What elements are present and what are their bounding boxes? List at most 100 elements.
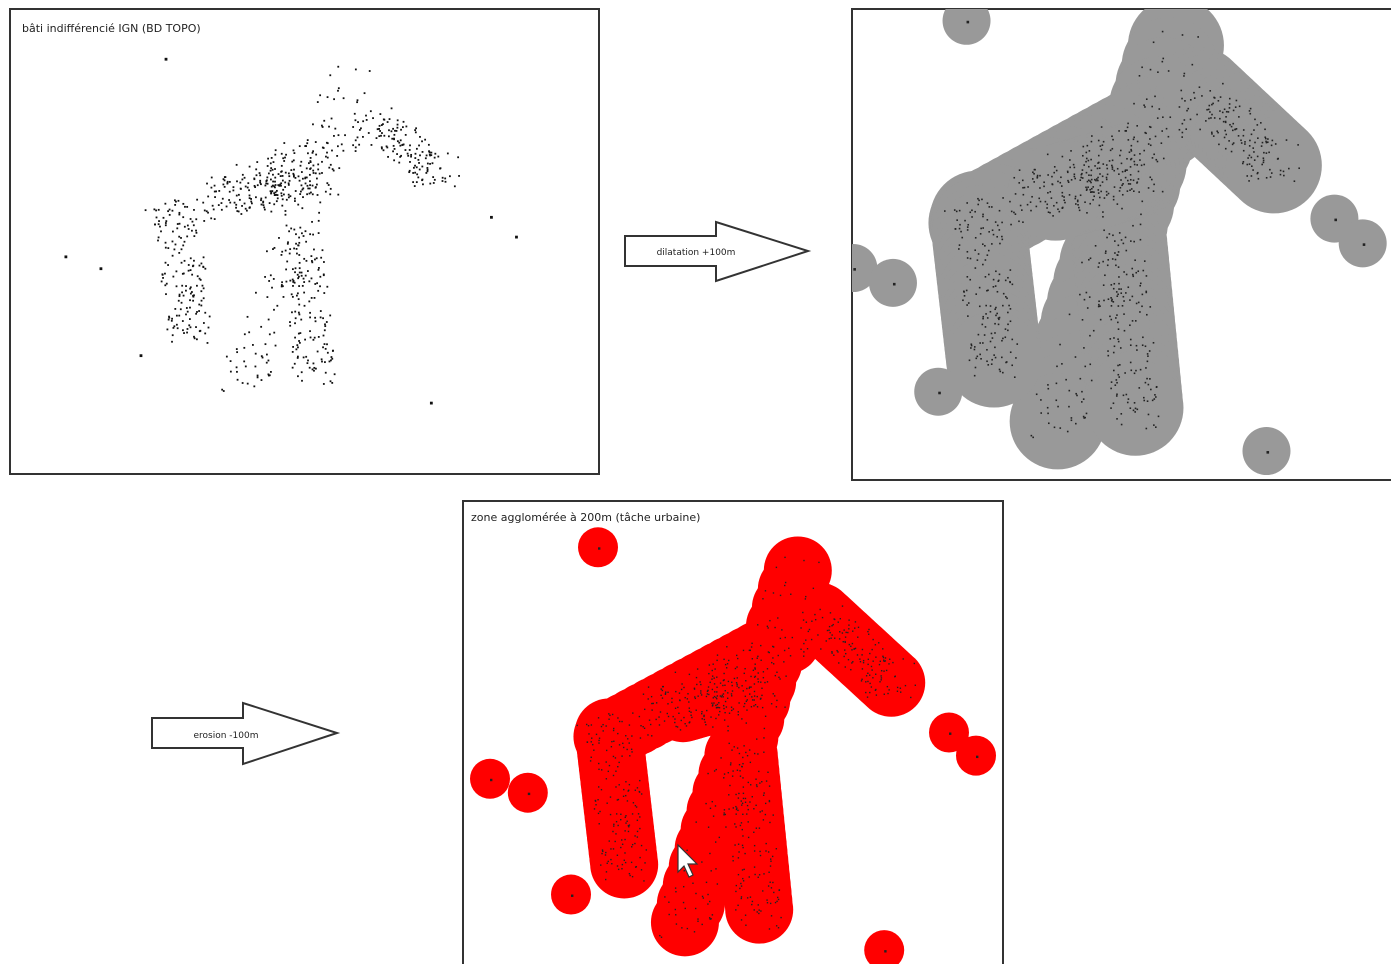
building — [853, 648, 856, 650]
building — [1253, 159, 1256, 161]
building — [949, 732, 952, 735]
building — [651, 709, 653, 711]
building — [175, 285, 178, 288]
building — [726, 646, 728, 648]
building — [281, 285, 284, 288]
building — [331, 168, 334, 171]
building — [287, 183, 290, 186]
building — [316, 101, 319, 103]
building — [725, 826, 727, 828]
building — [974, 210, 976, 213]
building — [597, 812, 600, 815]
building — [857, 636, 859, 638]
building — [1211, 133, 1213, 135]
building — [576, 724, 578, 727]
building — [267, 373, 270, 376]
building — [983, 334, 986, 336]
building — [708, 693, 710, 696]
building — [252, 344, 254, 346]
building — [847, 631, 849, 634]
building — [1105, 194, 1108, 196]
building — [705, 695, 708, 698]
building — [1043, 181, 1045, 184]
building — [713, 695, 716, 698]
building — [674, 671, 677, 674]
building — [605, 778, 608, 780]
building — [716, 676, 718, 678]
building — [700, 690, 702, 692]
building — [850, 668, 852, 671]
building — [998, 209, 1001, 212]
building — [659, 711, 662, 713]
building — [1124, 170, 1126, 173]
building — [210, 217, 213, 220]
building — [265, 182, 268, 185]
building — [1105, 164, 1108, 166]
building — [185, 313, 187, 316]
building — [992, 278, 995, 281]
building — [1063, 196, 1065, 198]
building — [419, 154, 421, 157]
building — [958, 248, 960, 250]
building — [1210, 131, 1213, 134]
building — [742, 813, 744, 816]
building — [289, 195, 292, 198]
building — [171, 209, 174, 212]
building — [634, 866, 637, 868]
building — [304, 274, 307, 277]
building — [1155, 158, 1158, 161]
building — [759, 850, 761, 853]
building — [962, 299, 964, 302]
building — [297, 332, 300, 335]
building — [627, 824, 630, 827]
building — [1094, 165, 1096, 167]
building — [1085, 412, 1088, 415]
building — [1217, 131, 1219, 134]
building — [202, 256, 205, 259]
building — [1135, 271, 1138, 274]
building — [1106, 264, 1109, 267]
building — [703, 714, 705, 717]
building — [1068, 389, 1071, 392]
building — [1129, 166, 1132, 168]
building — [728, 659, 730, 662]
building — [685, 725, 688, 727]
building — [742, 846, 744, 849]
building — [164, 261, 167, 264]
building — [217, 204, 220, 206]
building — [756, 785, 758, 788]
building — [696, 668, 699, 670]
building — [292, 175, 295, 178]
building — [608, 718, 610, 720]
building — [724, 663, 727, 666]
building — [414, 152, 417, 155]
building — [728, 794, 730, 796]
building — [605, 851, 607, 854]
building — [1090, 140, 1093, 143]
building — [1181, 131, 1184, 134]
building — [1089, 334, 1091, 337]
building — [1101, 144, 1104, 147]
building — [170, 319, 173, 322]
building — [780, 916, 782, 919]
building — [198, 264, 201, 267]
building — [735, 682, 738, 684]
building — [1228, 103, 1231, 105]
building — [634, 835, 636, 837]
building — [418, 144, 420, 147]
building — [314, 258, 316, 261]
building — [977, 333, 980, 336]
building — [301, 177, 304, 180]
building — [185, 289, 187, 292]
building — [314, 316, 317, 319]
building — [838, 638, 841, 640]
building — [238, 198, 241, 201]
building — [1061, 191, 1064, 194]
building — [1178, 128, 1181, 131]
building — [740, 882, 742, 885]
building — [613, 825, 615, 827]
building — [1228, 97, 1231, 100]
building — [382, 123, 384, 126]
